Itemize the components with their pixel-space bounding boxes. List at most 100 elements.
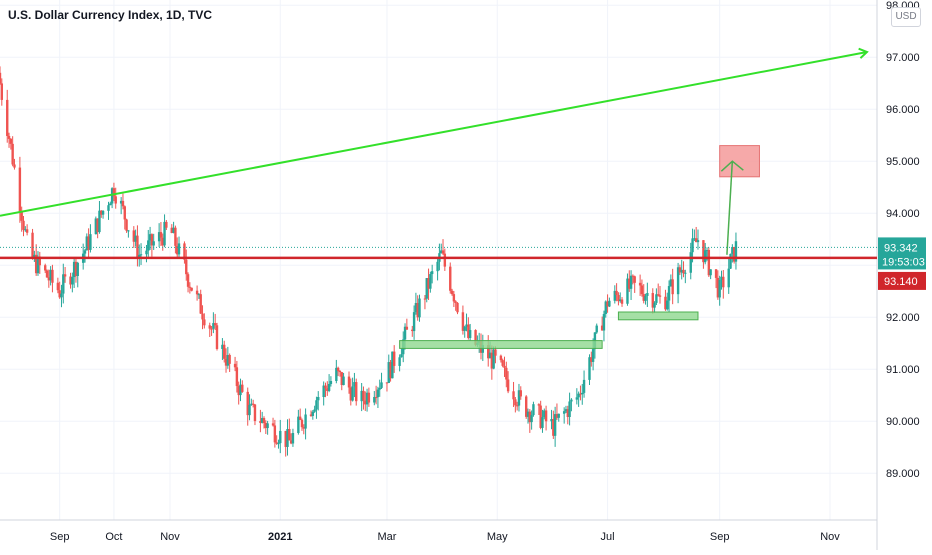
candle-body [235,367,239,387]
candle-body [58,290,61,298]
candle-body [657,294,660,296]
candle-body [494,349,497,356]
candle-body [313,409,316,412]
candle-body [326,388,329,391]
candle-body [414,302,418,313]
candle-body [532,404,535,416]
candle-body [277,443,280,445]
candle-body [226,354,230,366]
candle-body [620,299,624,304]
candle-body [655,294,658,303]
candle-body [543,410,546,418]
candle-body [212,323,215,329]
candle-body [107,205,110,211]
x-tick-label: May [487,531,508,543]
candle-body [251,403,255,405]
candle-body [221,344,224,349]
candle-body [87,236,90,250]
candle-body [342,376,345,386]
candle-body [324,385,327,389]
candle-body [22,220,25,230]
candle-body [275,442,278,444]
candle-body [132,230,136,242]
candle-body [667,286,671,301]
candle-body [702,240,705,263]
candle-body [347,376,351,388]
candle-body [63,274,67,277]
x-tick-label: Oct [105,531,122,543]
candle-body [570,399,573,402]
candle-body [262,418,266,424]
candle-body [418,298,421,318]
candle-body [199,294,202,314]
candle-body [631,275,635,277]
candle-body [34,254,38,274]
candle-body [376,389,380,398]
candle-body [49,269,52,281]
candle-body [11,143,14,165]
candle-body [664,296,667,310]
candle-body [195,290,199,295]
candle-body [228,354,231,364]
candle-body [96,218,99,233]
candle-body [0,83,4,100]
candle-body [266,423,269,429]
y-tick-label: 94.000 [886,208,920,220]
candle-body [24,229,27,231]
trend-line [0,51,868,217]
candle-body [651,293,654,308]
candle-body [134,235,137,242]
candle-body [248,404,251,416]
candle-body [188,286,192,288]
candle-body [591,349,595,362]
candle-body [45,270,49,278]
candle-body [669,279,673,287]
candle-body [215,325,219,349]
candle-body [112,188,116,197]
candle-body [525,396,528,417]
candle-body [380,382,383,388]
candle-body [615,290,618,296]
candle-body [412,312,416,332]
candle-body [304,414,307,429]
candle-body [25,229,29,233]
last-price-badge [878,237,926,270]
candle-body [626,278,629,304]
candle-body [62,274,65,294]
candle-body [36,256,40,274]
candle-body [183,243,186,260]
candle-body [259,421,262,423]
candle-body [197,294,201,296]
candle-body [429,274,432,289]
candle-body [539,405,542,428]
y-tick-label: 91.000 [886,364,920,376]
candle-body [360,390,363,402]
candle-body [537,404,541,406]
candle-body [454,301,457,303]
candle-body [734,241,738,262]
candle-body [176,245,179,255]
candle-body [526,411,530,417]
candle-body [693,238,696,240]
candle-body [691,238,694,253]
candle-body [56,282,60,291]
candle-body [544,410,548,422]
candle-body [329,380,333,384]
currency-button[interactable]: USD [891,7,921,27]
candle-body [481,345,485,353]
candle-body [364,400,367,405]
target-arrowhead [720,160,744,172]
candle-body [203,319,206,326]
candle-body [0,72,2,84]
candle-body [720,276,723,280]
candle-body [506,379,510,392]
candle-body [633,276,636,283]
candle-body [71,277,74,285]
candle-body [298,416,302,420]
support-price-label: 93.140 [884,276,918,288]
candle-body [208,325,211,329]
candle-body [322,385,325,398]
candle-body [704,250,707,263]
